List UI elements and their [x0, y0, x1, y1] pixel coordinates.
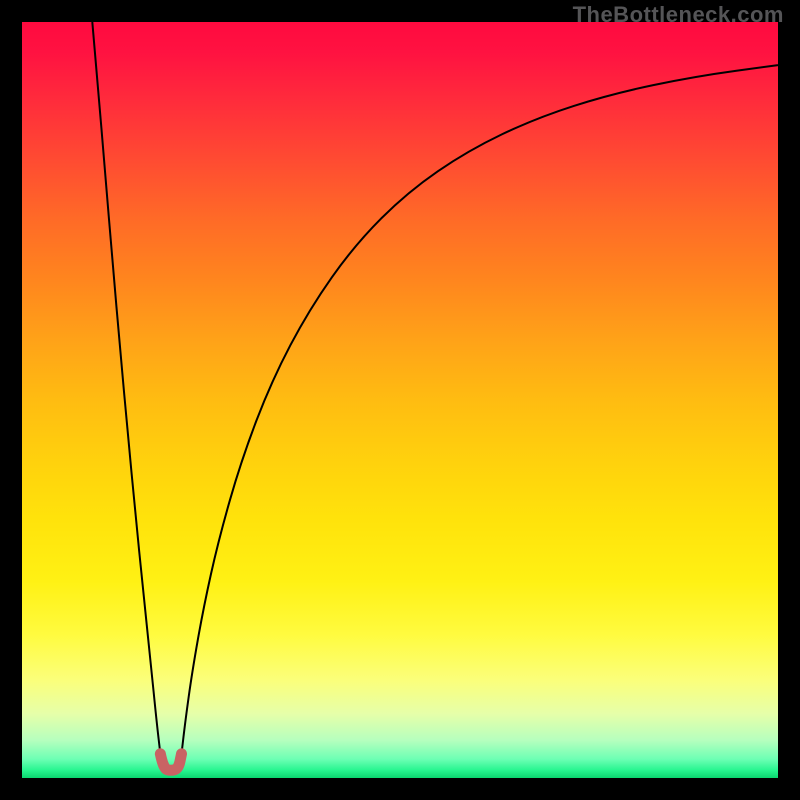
gradient-background [22, 22, 778, 778]
chart-stage: TheBottleneck.com [0, 0, 800, 800]
bottleneck-curve-chart [0, 0, 800, 800]
watermark-text: TheBottleneck.com [573, 2, 784, 28]
